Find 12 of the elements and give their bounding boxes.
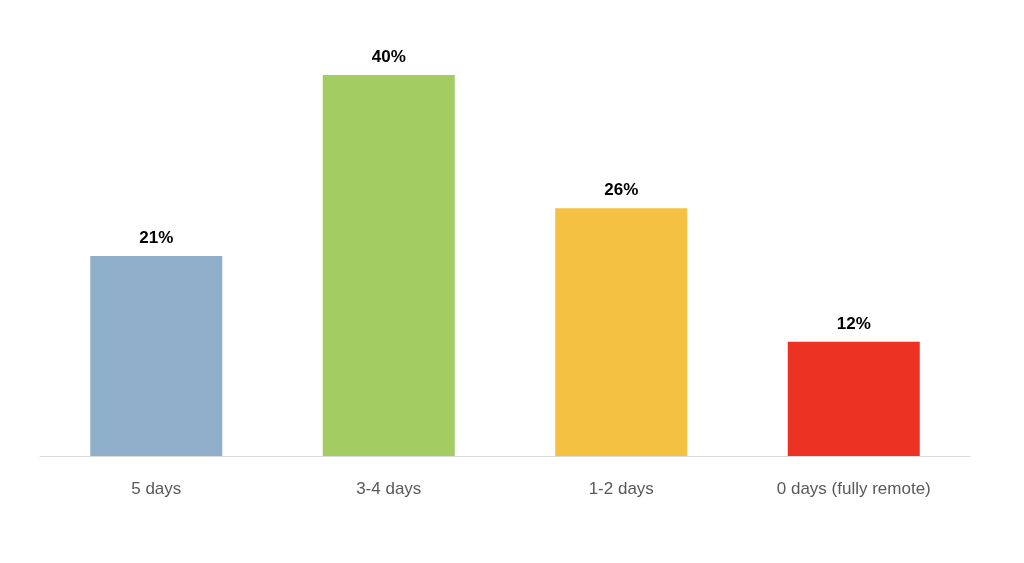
bar: [90, 255, 223, 456]
data-label: 21%: [139, 227, 174, 247]
bar: [787, 341, 920, 456]
x-tick-label: 5 days: [131, 479, 182, 498]
bar: [555, 208, 688, 456]
bar: [322, 75, 455, 456]
x-tick-label: 3-4 days: [356, 479, 422, 498]
data-label: 12%: [836, 313, 871, 333]
data-label: 26%: [604, 180, 639, 200]
data-label: 40%: [371, 47, 406, 66]
x-tick-label: 0 days (fully remote): [776, 479, 931, 498]
x-tick-label: 1-2 days: [588, 479, 654, 498]
